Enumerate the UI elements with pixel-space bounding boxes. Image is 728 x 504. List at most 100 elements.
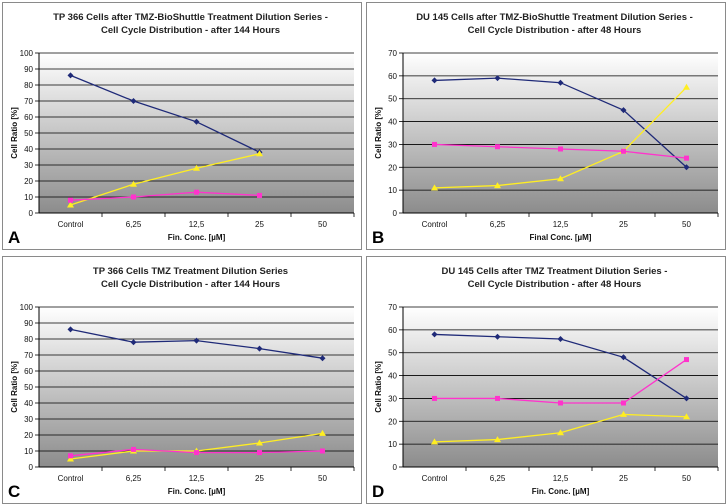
y-tick-label: 60 — [24, 113, 33, 122]
chart-svg-a: TP 366 Cells after TMZ-BioShuttle Treatm… — [8, 12, 355, 247]
series-line-s — [70, 153, 260, 206]
data-point-g2m — [131, 446, 136, 452]
x-tick-label: 12,5 — [189, 474, 205, 483]
y-axis-label: Cell Ratio [%] — [374, 361, 383, 413]
chart-svg-c: TP 366 Cells TMZ Treatment Dilution Seri… — [8, 266, 355, 501]
y-axis-label: Cell Ratio [%] — [10, 107, 19, 159]
chart-title-line: TP 366 Cells TMZ Treatment Dilution Seri… — [93, 266, 288, 277]
y-tick-label: 0 — [29, 209, 34, 218]
data-point-g1 — [193, 337, 200, 344]
data-point-g2m — [684, 155, 689, 161]
y-tick-label: 30 — [388, 394, 397, 403]
y-tick-label: 70 — [388, 303, 397, 312]
data-point-s — [494, 182, 501, 189]
data-point-g1 — [494, 333, 501, 340]
y-tick-label: 20 — [24, 177, 33, 186]
x-tick-label: 25 — [255, 474, 264, 483]
data-point-g1 — [557, 79, 564, 86]
data-point-g1 — [193, 118, 200, 125]
x-axis-label: Fin. Conc. [µM] — [532, 487, 590, 496]
y-tick-label: 0 — [29, 463, 34, 472]
chart-title-line: Cell Cycle Distribution - after 144 Hour… — [101, 25, 280, 36]
data-point-s — [557, 429, 564, 436]
data-point-g2m — [68, 197, 73, 203]
data-point-s — [683, 413, 690, 420]
data-point-g1 — [256, 345, 263, 352]
data-point-g2m — [68, 453, 73, 459]
data-point-s — [431, 184, 438, 191]
data-point-g2m — [558, 146, 563, 152]
data-point-g2m — [131, 194, 136, 200]
y-tick-label: 30 — [388, 140, 397, 149]
data-point-g1 — [683, 395, 690, 402]
panel-letter: B — [372, 228, 384, 247]
data-point-g1 — [130, 339, 137, 346]
chart-svg-d: DU 145 Cells after TMZ Treatment Dilutio… — [372, 266, 719, 501]
y-tick-label: 50 — [24, 383, 33, 392]
x-axis-label: Final Conc. [µM] — [530, 233, 592, 242]
x-tick-label: 12,5 — [553, 220, 569, 229]
plot-area — [403, 307, 718, 467]
y-tick-label: 70 — [388, 49, 397, 58]
data-point-s — [67, 201, 74, 208]
data-point-s — [67, 455, 74, 462]
series-line-g1 — [70, 74, 260, 153]
data-point-g1 — [130, 98, 137, 104]
data-point-s — [494, 436, 501, 443]
y-tick-label: 50 — [388, 95, 397, 104]
data-point-s — [683, 83, 690, 90]
data-point-g2m — [621, 400, 626, 406]
y-tick-label: 70 — [24, 97, 33, 106]
y-tick-label: 0 — [393, 463, 398, 472]
y-tick-label: 20 — [388, 163, 397, 172]
x-tick-label: 50 — [318, 474, 327, 483]
x-tick-label: 25 — [255, 220, 264, 229]
y-tick-label: 40 — [388, 118, 397, 127]
data-point-g1 — [494, 75, 501, 82]
x-tick-label: 25 — [619, 474, 628, 483]
y-tick-label: 80 — [24, 81, 33, 90]
x-tick-label: Control — [422, 474, 448, 483]
y-tick-label: 0 — [393, 209, 398, 218]
data-point-s — [620, 410, 627, 417]
y-tick-label: 10 — [24, 193, 33, 202]
data-point-g1 — [67, 326, 74, 333]
data-point-g1 — [683, 164, 690, 171]
panel-letter: C — [8, 482, 20, 501]
y-tick-label: 30 — [24, 161, 33, 170]
data-point-g2m — [432, 141, 437, 147]
chart-panel-c: TP 366 Cells TMZ Treatment Dilution Seri… — [2, 256, 362, 504]
y-tick-label: 20 — [24, 431, 33, 440]
series-line-g2m — [70, 191, 260, 201]
chart-title-line: Cell Cycle Distribution - after 48 Hours — [468, 279, 642, 290]
y-axis-label: Cell Ratio [%] — [374, 107, 383, 159]
y-tick-label: 100 — [20, 303, 34, 312]
y-tick-label: 40 — [388, 372, 397, 381]
x-tick-label: 12,5 — [553, 474, 569, 483]
chart-title-line: Cell Cycle Distribution - after 48 Hours — [468, 25, 642, 36]
y-tick-label: 40 — [24, 145, 33, 154]
data-point-s — [256, 439, 263, 446]
x-tick-label: 50 — [682, 220, 691, 229]
panel-letter: D — [372, 482, 384, 501]
y-tick-label: 50 — [388, 349, 397, 358]
y-tick-label: 60 — [388, 326, 397, 335]
y-tick-label: 40 — [24, 399, 33, 408]
data-point-g2m — [558, 400, 563, 406]
y-tick-label: 10 — [24, 447, 33, 456]
data-point-g2m — [495, 144, 500, 150]
x-axis-label: Fin. Conc. [µM] — [168, 233, 226, 242]
data-point-s — [431, 438, 438, 445]
x-tick-label: 6,25 — [490, 474, 506, 483]
data-point-g2m — [684, 357, 689, 363]
y-tick-label: 20 — [388, 417, 397, 426]
y-tick-label: 60 — [388, 72, 397, 81]
x-tick-label: Control — [422, 220, 448, 229]
y-tick-label: 70 — [24, 351, 33, 360]
y-tick-label: 90 — [24, 65, 33, 74]
data-point-s — [256, 150, 263, 157]
x-tick-label: Control — [58, 220, 84, 229]
data-point-g2m — [495, 395, 500, 401]
chart-title-line: DU 145 Cells after TMZ-BioShuttle Treatm… — [416, 12, 693, 23]
y-tick-label: 50 — [24, 129, 33, 138]
